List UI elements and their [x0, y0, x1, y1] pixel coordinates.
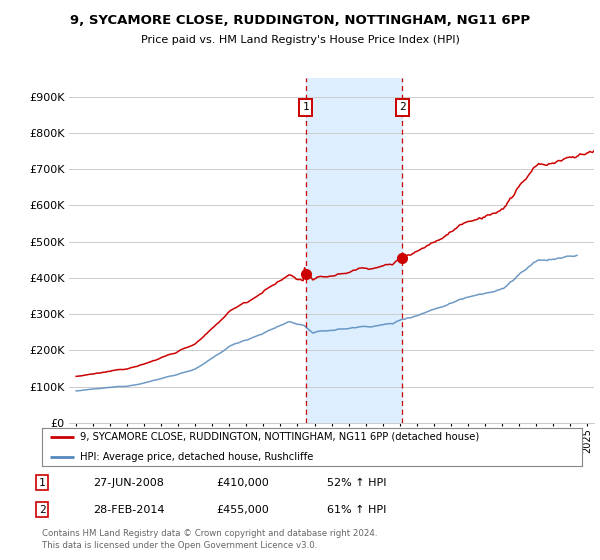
Text: 61% ↑ HPI: 61% ↑ HPI	[327, 505, 386, 515]
Text: 9, SYCAMORE CLOSE, RUDDINGTON, NOTTINGHAM, NG11 6PP: 9, SYCAMORE CLOSE, RUDDINGTON, NOTTINGHA…	[70, 14, 530, 27]
Text: This data is licensed under the Open Government Licence v3.0.: This data is licensed under the Open Gov…	[42, 541, 317, 550]
Text: 2: 2	[399, 102, 406, 113]
Text: £410,000: £410,000	[216, 478, 269, 488]
Text: 1: 1	[38, 478, 46, 488]
Text: 27-JUN-2008: 27-JUN-2008	[93, 478, 164, 488]
Text: 2: 2	[38, 505, 46, 515]
Text: 28-FEB-2014: 28-FEB-2014	[93, 505, 164, 515]
Text: 52% ↑ HPI: 52% ↑ HPI	[327, 478, 386, 488]
Text: HPI: Average price, detached house, Rushcliffe: HPI: Average price, detached house, Rush…	[80, 452, 313, 462]
Text: Contains HM Land Registry data © Crown copyright and database right 2024.: Contains HM Land Registry data © Crown c…	[42, 529, 377, 538]
Bar	[306, 78, 403, 423]
Text: 9, SYCAMORE CLOSE, RUDDINGTON, NOTTINGHAM, NG11 6PP (detached house): 9, SYCAMORE CLOSE, RUDDINGTON, NOTTINGHA…	[80, 432, 479, 442]
Text: 1: 1	[302, 102, 309, 113]
Text: Price paid vs. HM Land Registry's House Price Index (HPI): Price paid vs. HM Land Registry's House …	[140, 35, 460, 45]
Text: £455,000: £455,000	[216, 505, 269, 515]
